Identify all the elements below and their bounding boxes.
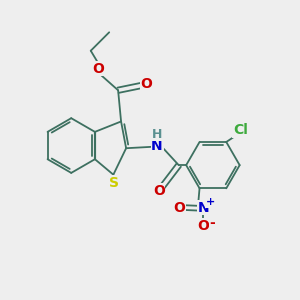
Text: O: O (153, 184, 165, 198)
Text: O: O (174, 201, 186, 214)
Text: S: S (109, 176, 119, 190)
Text: H: H (152, 128, 162, 141)
Text: N: N (198, 201, 209, 214)
Text: O: O (141, 77, 153, 91)
Text: +: + (206, 197, 215, 207)
Text: O: O (92, 61, 104, 76)
Text: O: O (197, 219, 209, 233)
Text: -: - (209, 216, 215, 230)
Text: Cl: Cl (233, 123, 248, 137)
Text: N: N (151, 139, 163, 153)
